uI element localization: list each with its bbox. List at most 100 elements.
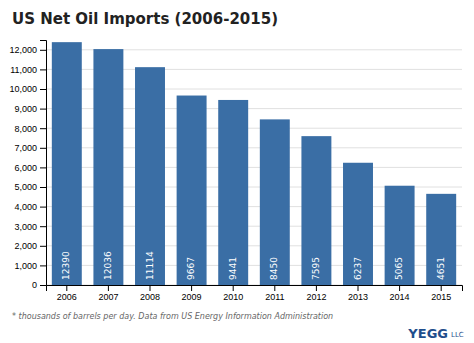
y-tick-mark (40, 285, 46, 286)
y-tick: 3,000 (14, 222, 46, 232)
grid (46, 50, 462, 285)
x-tick-label: 2014 (390, 292, 410, 302)
x-tick-label: 2012 (306, 292, 326, 302)
y-tick-mark (40, 187, 46, 188)
y-tick: 7,000 (14, 143, 46, 153)
y-tick: 11,000 (10, 65, 46, 75)
y-tick-label: 12,000 (9, 45, 37, 55)
y-tick-mark (40, 265, 46, 266)
x-tick-label: 2008 (140, 292, 160, 302)
y-tick-label: 4,000 (14, 202, 37, 212)
y-tick-mark (40, 128, 46, 129)
y-tick: 0 (32, 280, 46, 290)
y-tick: 12,000 (9, 45, 46, 55)
y-tick-mark (40, 148, 46, 149)
x-tick-mark (191, 285, 192, 291)
x-tick-mark (441, 285, 442, 291)
y-tick: 10,000 (9, 84, 46, 94)
x-tick-mark (66, 285, 67, 291)
y-tick-label: 5,000 (14, 182, 37, 192)
data-label: 8450 (269, 257, 279, 280)
data-label: 11114 (145, 251, 155, 280)
x-tick: 2013 (348, 285, 368, 302)
bars (52, 42, 456, 285)
y-tick-label: 9,000 (14, 104, 37, 114)
y-tick-mark (40, 246, 46, 247)
data-label: 4651 (436, 257, 446, 280)
y-tick-mark (40, 89, 46, 90)
data-label: 12390 (61, 251, 71, 280)
y-tick-label: 8,000 (14, 124, 37, 134)
brand: YEGG (407, 326, 448, 341)
y-tick-mark (40, 167, 46, 168)
x-tick-label: 2011 (265, 292, 284, 302)
bar (135, 67, 165, 285)
bar (177, 96, 207, 285)
data-label: 7595 (311, 257, 321, 280)
x-tick: 2009 (182, 285, 202, 302)
x-tick-mark (358, 285, 359, 291)
x-tick: 2008 (140, 285, 160, 302)
y-tick-label: 1,000 (14, 261, 37, 271)
bar (260, 119, 290, 285)
x-tick-label: 2007 (98, 292, 118, 302)
plot: 1239012036111149667944184507595623750654… (9, 41, 462, 303)
x-tick-mark (274, 285, 275, 291)
data-label: 6237 (353, 257, 363, 280)
y-axis: 0 1,000 2,000 3,000 4,000 5,000 6,000 7,000 8,00… (9, 41, 46, 291)
title: US Net Oil Imports (2006-2015) (12, 10, 278, 28)
y-tick: 1,000 (14, 261, 46, 271)
y-tick-label: 3,000 (14, 222, 37, 232)
bar (301, 136, 331, 285)
x-tick-label: 2006 (57, 292, 77, 302)
y-tick: 8,000 (14, 124, 46, 134)
y-tick-mark (40, 50, 46, 51)
bar (426, 194, 456, 285)
x-tick-mark (316, 285, 317, 291)
x-tick: 2007 (98, 285, 118, 302)
y-tick-mark (40, 109, 46, 110)
x-tick: 2012 (306, 285, 326, 302)
y-tick-label: 10,000 (9, 84, 37, 94)
y-tick: 9,000 (14, 104, 46, 114)
y-tick-mark (40, 226, 46, 227)
y-tick-label: 11,000 (10, 65, 37, 75)
y-tick-label: 6,000 (14, 163, 37, 173)
data-label: 9441 (228, 257, 238, 280)
y-tick-mark (40, 69, 46, 70)
bar (93, 49, 123, 285)
x-tick: 2015 (431, 285, 451, 302)
bar (52, 42, 82, 285)
y-tick-label: 7,000 (14, 143, 37, 153)
x-tick-label: 2013 (348, 292, 368, 302)
data-label: 12036 (103, 251, 113, 280)
data-labels: 1239012036111149667944184507595623750654… (61, 251, 445, 280)
x-tick-label: 2010 (223, 292, 243, 302)
y-tick: 6,000 (14, 163, 46, 173)
x-tick-mark (108, 285, 109, 291)
y-tick-label: 0 (32, 280, 37, 290)
y-tick-label: 2,000 (14, 241, 37, 251)
x-axis: 2006 2007 2008 2009 2010 2011 2012 2013 2014 2015 (47, 285, 463, 302)
y-axis-line (40, 41, 47, 286)
brand-sub: LLC (451, 331, 464, 339)
x-tick: 2011 (265, 285, 284, 302)
footnote: * thousands of barrels per day. Data fro… (12, 312, 333, 321)
x-tick-label: 2009 (182, 292, 202, 302)
x-tick-mark (233, 285, 234, 291)
x-tick-mark (399, 285, 400, 291)
x-tick: 2006 (57, 285, 77, 302)
x-axis-line (47, 286, 463, 292)
x-tick: 2010 (223, 285, 243, 302)
y-tick: 2,000 (14, 241, 46, 251)
bar (343, 163, 373, 285)
chart: US Net Oil Imports (2006-2015) 12390 12036… (0, 0, 474, 343)
x-tick-mark (150, 285, 151, 291)
bar (218, 100, 248, 285)
x-tick-label: 2015 (431, 292, 451, 302)
bar (385, 186, 415, 285)
data-label: 9667 (186, 257, 196, 280)
y-tick: 5,000 (14, 182, 46, 192)
x-tick: 2014 (390, 285, 410, 302)
y-tick: 4,000 (14, 202, 46, 212)
